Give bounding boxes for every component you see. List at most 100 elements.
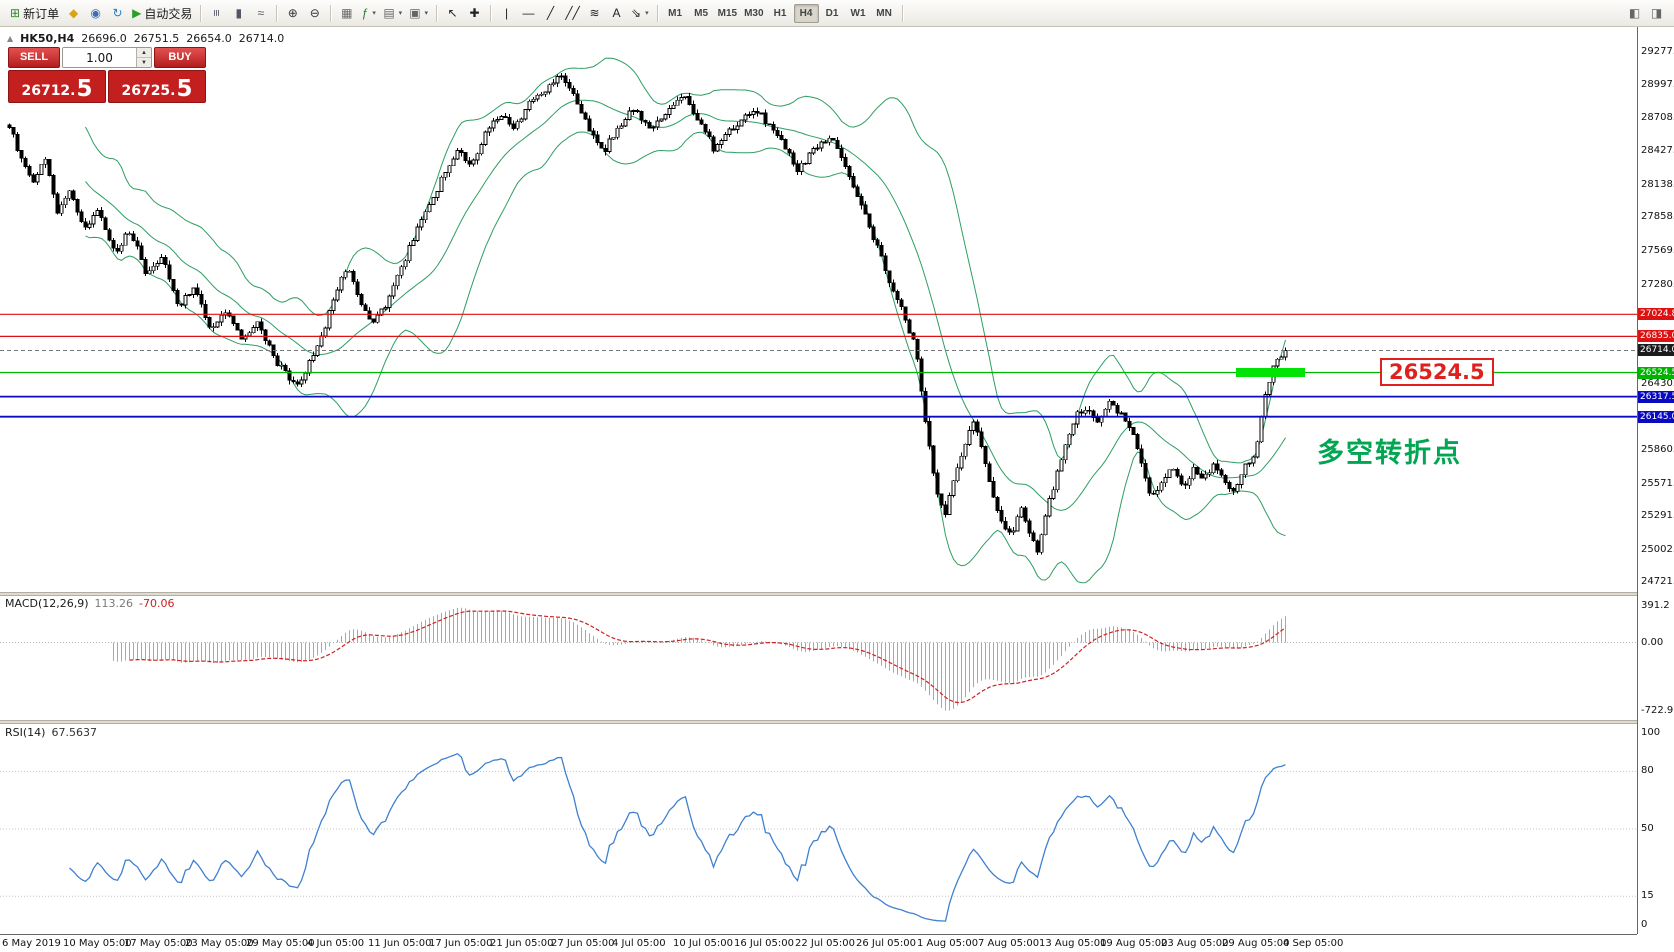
time-axis-label: 6 May 2019 <box>2 938 61 949</box>
arrows-caret-icon: ▾ <box>645 10 649 17</box>
time-axis-label: 27 Jun 05:00 <box>551 938 615 949</box>
macd-axis-label: 391.2 <box>1641 600 1670 611</box>
price-axis-label: 25571.5 <box>1641 478 1674 489</box>
cursor-icon[interactable]: ↖ <box>442 3 463 24</box>
symbol-ohlc-header: ▲ HK50,H4 26696.0 26751.5 26654.0 26714.… <box>7 32 284 45</box>
toolbar-separator <box>436 4 438 22</box>
rsi-axis-label: 100 <box>1641 727 1661 738</box>
volume-spinner: ▲ ▼ <box>136 48 151 67</box>
indicators-icon[interactable]: ƒ ▾ <box>358 3 379 24</box>
new-order-icon: ⊞ <box>10 6 21 20</box>
volume-input[interactable] <box>63 48 136 67</box>
buy-price-pip: 5 <box>176 76 193 102</box>
buy-price-display[interactable]: 26725. 5 <box>108 70 206 103</box>
chart-window-icon: ◧ <box>1628 6 1641 20</box>
time-axis-label: 4 Sep 05:00 <box>1283 938 1344 949</box>
crosshair-icon: ✚ <box>469 6 480 20</box>
macd-value: 113.26 <box>94 597 134 610</box>
auto-trading-button[interactable]: ▶ 自动交易 <box>129 3 195 24</box>
rsi-axis-label: 80 <box>1641 765 1654 776</box>
vertical-line-icon[interactable]: | <box>496 3 517 24</box>
toolbar-separator <box>200 4 202 22</box>
chart-canvas[interactable] <box>0 27 1637 934</box>
templates-icon: ▣ <box>409 6 421 20</box>
timeframe-h4[interactable]: H4 <box>793 3 819 23</box>
templates-icon[interactable]: ▣ ▾ <box>406 3 431 24</box>
turning-point-annotation[interactable]: 多空转折点 <box>1317 438 1462 468</box>
fibonacci-icon[interactable]: ≋ <box>584 3 605 24</box>
rsi-line <box>69 752 1286 922</box>
rsi-panel-splitter[interactable] <box>0 720 1637 724</box>
rsi-header: RSI(14) 67.5637 <box>5 726 97 739</box>
horizontal-line-icon[interactable]: ― <box>518 3 539 24</box>
one-click-collapse-icon[interactable]: ▲ <box>7 34 14 43</box>
timeframe-mn[interactable]: MN <box>876 7 892 19</box>
rsi-value: 67.5637 <box>51 726 97 739</box>
macd-label: MACD(12,26,9) <box>5 597 89 610</box>
buy-button[interactable]: BUY <box>154 47 206 68</box>
tile-windows-icon[interactable]: ▦ <box>336 3 357 24</box>
sell-price-display[interactable]: 26712. 5 <box>8 70 106 103</box>
time-axis-label: 1 Aug 05:00 <box>917 938 979 949</box>
macd-axis-label: 0.00 <box>1641 637 1664 648</box>
time-axis-label: 21 Jun 05:00 <box>490 938 554 949</box>
symbol-name: HK50,H4 <box>20 32 75 45</box>
bar-chart-icon: ≡ <box>209 9 224 17</box>
toolbar-group-chart-types: ≡ ▮ ≈ <box>204 3 273 24</box>
refresh-icon[interactable]: ↻ <box>107 3 128 24</box>
timeframe-d1[interactable]: D1 <box>825 7 839 19</box>
toolbar-group-trade: ⊞ 新订单 ◆ ◉ ↻ ▶ 自动交易 <box>5 3 197 24</box>
zoom-in-icon[interactable]: ⊕ <box>282 3 303 24</box>
timeframe-h1[interactable]: H1 <box>773 7 787 19</box>
time-axis-label: 17 Jun 05:00 <box>429 938 493 949</box>
volume-up-icon[interactable]: ▲ <box>137 48 151 58</box>
rsi-axis-label: 15 <box>1641 890 1654 901</box>
time-axis-label: 19 Aug 05:00 <box>1100 938 1168 949</box>
price-axis-label: 25002.0 <box>1641 544 1674 555</box>
accounts-icon[interactable]: ◉ <box>85 3 106 24</box>
tile-windows-icon: ▦ <box>341 6 353 20</box>
price-axis-label: 28708.0 <box>1641 112 1674 123</box>
docking-icon[interactable]: ◨ <box>1646 3 1667 24</box>
chart-window-icon[interactable]: ◧ <box>1624 3 1645 24</box>
price-axis-label: 28138.5 <box>1641 179 1674 190</box>
price-axis[interactable]: 29277.5 28997.0 28708.0 28427.5 28138.5 27858… <box>1637 27 1674 934</box>
toolbar-group-right: ◧ ◨ <box>1622 3 1669 24</box>
sell-button[interactable]: SELL <box>8 47 60 68</box>
sell-price-pip: 5 <box>76 76 93 102</box>
timeframe-m1[interactable]: M1 <box>668 7 683 19</box>
macd-panel-splitter[interactable] <box>0 592 1637 596</box>
timeframe-m5[interactable]: M5 <box>694 7 709 19</box>
timeframe-m15[interactable]: M15 <box>717 7 738 19</box>
timeframe-m30[interactable]: M30 <box>744 7 764 19</box>
timeframe-w1[interactable]: W1 <box>850 7 866 19</box>
docking-icon: ◨ <box>1650 6 1663 20</box>
line-chart-icon[interactable]: ≈ <box>250 3 271 24</box>
toolbar-group-pointer: ↖ ✚ <box>440 3 487 24</box>
time-axis-label: 16 Jul 05:00 <box>734 938 794 949</box>
time-axis-label: 23 Aug 05:00 <box>1161 938 1229 949</box>
arrows-icon[interactable]: ⇘ ▾ <box>628 3 652 24</box>
toolbar-separator <box>490 4 492 22</box>
price-axis-label: 25860.5 <box>1641 444 1674 455</box>
candlestick-chart-icon[interactable]: ▮ <box>228 3 249 24</box>
time-axis-label: 22 Jul 05:00 <box>795 938 855 949</box>
zoom-out-icon[interactable]: ⊖ <box>304 3 325 24</box>
market-icon[interactable]: ◆ <box>63 3 84 24</box>
text-icon: A <box>612 6 621 20</box>
trendline-icon[interactable]: ╱ <box>540 3 561 24</box>
text-icon[interactable]: A <box>606 3 627 24</box>
highlight-segment[interactable] <box>1236 368 1305 377</box>
bar-chart-icon[interactable]: ≡ <box>206 3 227 24</box>
auto-trading-button-label: 自动交易 <box>144 6 193 21</box>
volume-down-icon[interactable]: ▼ <box>141 59 147 66</box>
crosshair-icon[interactable]: ✚ <box>464 3 485 24</box>
time-axis[interactable]: 6 May 2019 10 May 05:00 17 May 05:00 23 May… <box>0 934 1637 952</box>
time-axis-label: 11 Jun 05:00 <box>368 938 432 949</box>
periods-icon[interactable]: ▤ ▾ <box>380 3 405 24</box>
trendline-icon: ╱ <box>546 6 555 20</box>
price-annotation-label[interactable]: 26524.5 <box>1380 358 1494 386</box>
bollinger-bands <box>85 57 1286 584</box>
new-order-button[interactable]: ⊞ 新订单 <box>7 3 62 24</box>
channel-icon[interactable]: ╱╱ <box>562 3 583 24</box>
